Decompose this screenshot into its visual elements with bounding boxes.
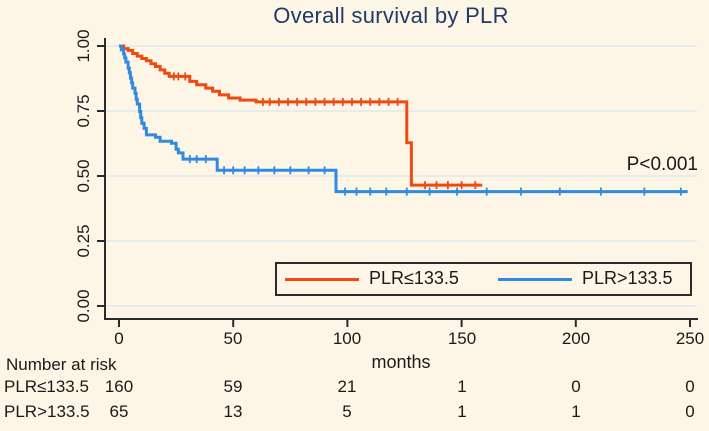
- y-tick-label: 0.50: [74, 159, 93, 193]
- risk-value: 59: [223, 377, 243, 396]
- risk-value: 13: [223, 402, 243, 421]
- risk-table-header: Number at risk: [6, 355, 117, 374]
- risk-value: 21: [337, 377, 357, 396]
- p-value-annotation: P<0.001: [626, 154, 698, 175]
- y-tick-label: 0.25: [74, 224, 93, 258]
- risk-value: 65: [109, 402, 129, 421]
- risk-row-label: PLR>133.5: [4, 402, 90, 421]
- legend-label-plr-low: PLR≤133.5: [369, 268, 459, 288]
- x-tick-label: 100: [332, 329, 362, 348]
- x-axis-title: months: [371, 352, 431, 372]
- risk-value: 1: [571, 402, 581, 421]
- risk-value: 160: [104, 377, 134, 396]
- x-tick-label: 250: [675, 329, 705, 348]
- risk-value: 0: [685, 402, 695, 421]
- x-tick-label: 150: [447, 329, 477, 348]
- legend-box: PLR≤133.5 PLR>133.5: [275, 262, 692, 296]
- risk-value: 5: [342, 402, 352, 421]
- risk-row-label: PLR≤133.5: [4, 377, 89, 396]
- legend-line-swatch-red: [285, 278, 359, 281]
- chart-title: Overall survival by PLR: [273, 3, 509, 28]
- x-tick-label: 50: [223, 329, 243, 348]
- x-tick-label: 0: [114, 329, 124, 348]
- risk-value: 0: [571, 377, 581, 396]
- risk-value: 1: [457, 402, 467, 421]
- legend-line-swatch-blue: [498, 278, 572, 281]
- risk-value: 0: [685, 377, 695, 396]
- risk-value: 1: [457, 377, 467, 396]
- y-tick-label: 0.00: [74, 289, 93, 323]
- legend-label-plr-high: PLR>133.5: [582, 268, 673, 288]
- y-tick-label: 0.75: [74, 94, 93, 128]
- y-tick-label: 1.00: [74, 29, 93, 63]
- x-tick-label: 200: [561, 329, 591, 348]
